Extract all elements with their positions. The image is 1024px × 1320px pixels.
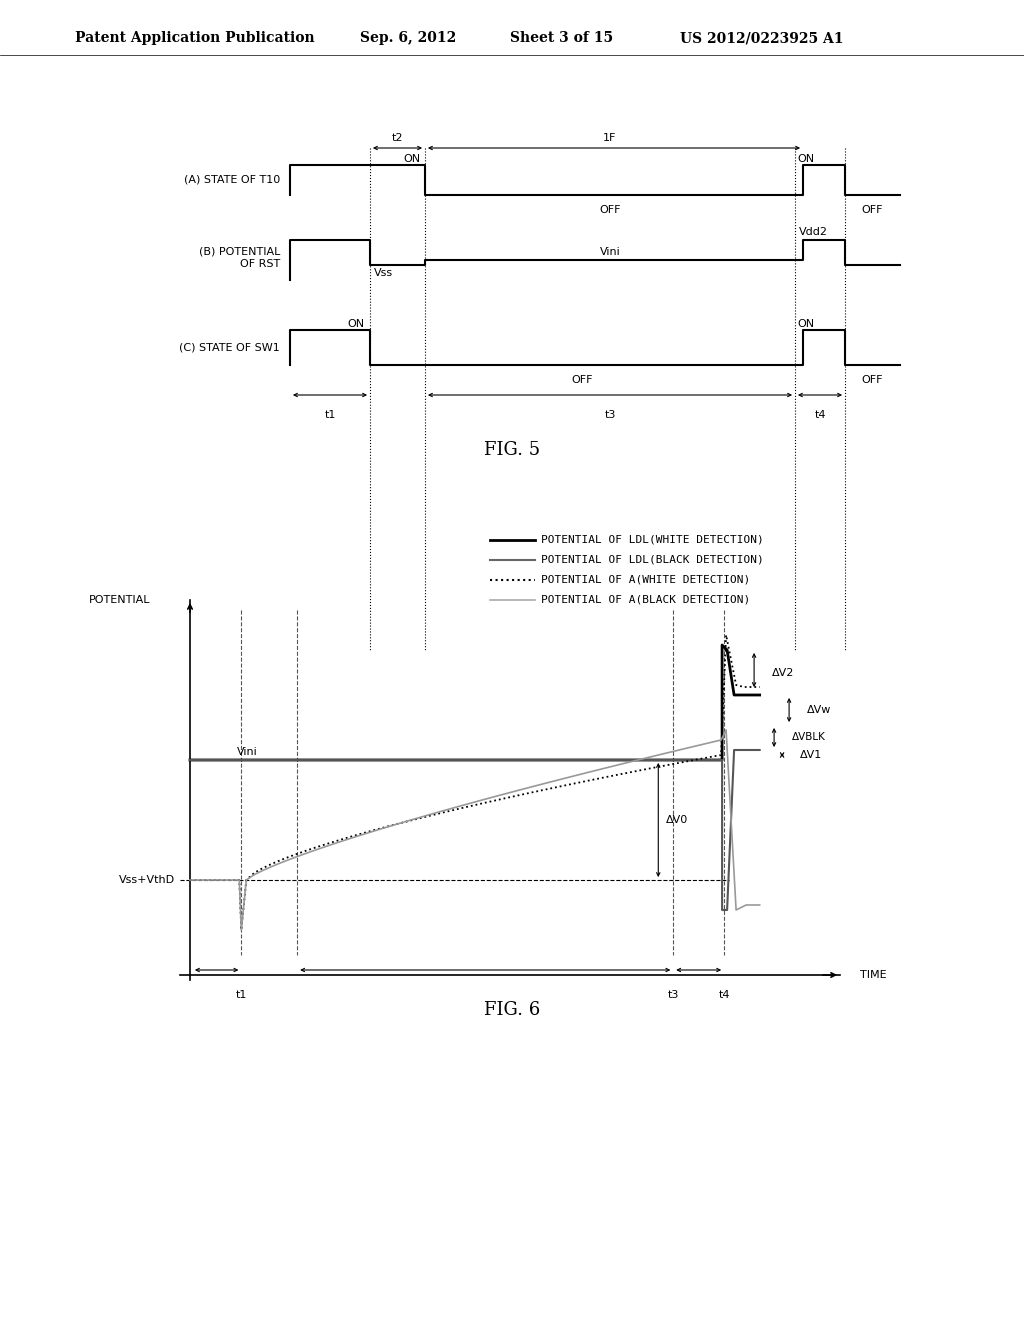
Text: POTENTIAL: POTENTIAL (88, 595, 150, 605)
Text: ON: ON (348, 319, 365, 329)
Text: OFF: OFF (862, 205, 884, 215)
Text: OF RST: OF RST (240, 259, 280, 269)
Text: Sep. 6, 2012: Sep. 6, 2012 (360, 30, 457, 45)
Text: TIME: TIME (860, 970, 887, 979)
Text: OFF: OFF (599, 205, 621, 215)
Text: t4: t4 (814, 411, 825, 420)
Text: ΔV1: ΔV1 (800, 750, 822, 760)
Text: Vss: Vss (374, 268, 393, 279)
Text: t2: t2 (392, 133, 403, 143)
Text: Vss+VthD: Vss+VthD (119, 875, 175, 884)
Text: POTENTIAL OF A(BLACK DETECTION): POTENTIAL OF A(BLACK DETECTION) (541, 595, 751, 605)
Text: ON: ON (797, 154, 814, 164)
Text: (B) POTENTIAL: (B) POTENTIAL (199, 247, 280, 257)
Text: t3: t3 (668, 990, 679, 1001)
Text: Sheet 3 of 15: Sheet 3 of 15 (510, 30, 613, 45)
Text: ΔVw: ΔVw (807, 705, 831, 715)
Text: ΔV0: ΔV0 (667, 814, 688, 825)
Text: POTENTIAL OF A(WHITE DETECTION): POTENTIAL OF A(WHITE DETECTION) (541, 576, 751, 585)
Text: Patent Application Publication: Patent Application Publication (75, 30, 314, 45)
Text: Vdd2: Vdd2 (799, 227, 828, 238)
Text: OFF: OFF (571, 375, 593, 385)
Text: ON: ON (797, 319, 814, 329)
Text: POTENTIAL OF LDL(WHITE DETECTION): POTENTIAL OF LDL(WHITE DETECTION) (541, 535, 764, 545)
Text: t1: t1 (236, 990, 247, 1001)
Text: Vini: Vini (600, 247, 621, 257)
Text: t4: t4 (719, 990, 730, 1001)
Text: (C) STATE OF SW1: (C) STATE OF SW1 (179, 342, 280, 352)
Text: OFF: OFF (862, 375, 884, 385)
Text: t1: t1 (325, 411, 336, 420)
Text: ON: ON (402, 154, 420, 164)
Text: FIG. 5: FIG. 5 (484, 441, 540, 459)
Text: t3: t3 (604, 411, 615, 420)
Text: 1F: 1F (603, 133, 616, 143)
Text: (A) STATE OF T10: (A) STATE OF T10 (183, 176, 280, 185)
Text: US 2012/0223925 A1: US 2012/0223925 A1 (680, 30, 844, 45)
Text: Vini: Vini (238, 747, 258, 756)
Text: POTENTIAL OF LDL(BLACK DETECTION): POTENTIAL OF LDL(BLACK DETECTION) (541, 554, 764, 565)
Text: ΔVBLK: ΔVBLK (793, 733, 826, 742)
Text: ΔV2: ΔV2 (772, 668, 795, 677)
Text: FIG. 6: FIG. 6 (484, 1001, 540, 1019)
